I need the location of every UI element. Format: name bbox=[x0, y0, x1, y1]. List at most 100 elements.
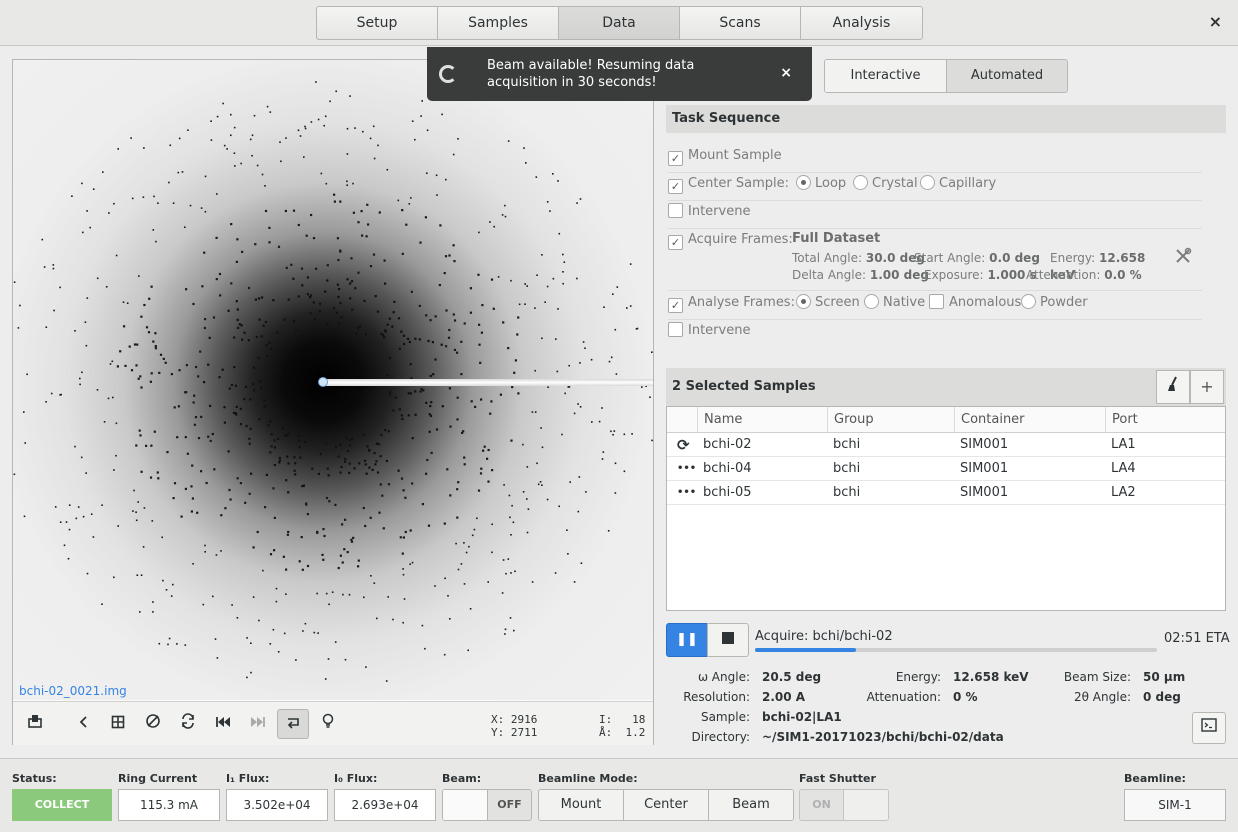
native-radio[interactable] bbox=[864, 294, 879, 309]
prev-icon[interactable] bbox=[68, 709, 100, 739]
diffraction-spot bbox=[479, 361, 482, 364]
diffraction-spot bbox=[536, 462, 538, 465]
tab-data[interactable]: Data bbox=[559, 7, 680, 39]
acquire-checkbox[interactable]: ✓ bbox=[668, 235, 683, 250]
diffraction-spot bbox=[449, 618, 451, 620]
analyse-option-screen[interactable]: Screen bbox=[796, 292, 860, 314]
center-label: Center Sample: bbox=[688, 176, 790, 191]
first-icon[interactable] bbox=[207, 709, 239, 739]
diffraction-spot bbox=[258, 418, 261, 421]
tools-icon[interactable] bbox=[1174, 247, 1192, 269]
tab-analysis[interactable]: Analysis bbox=[832, 15, 891, 31]
row-container: SIM001 bbox=[960, 437, 1009, 452]
fast-shutter-switch[interactable]: ON bbox=[799, 789, 889, 821]
intervene-2-checkbox[interactable] bbox=[668, 322, 683, 337]
mode-beam-button[interactable]: Beam bbox=[709, 790, 793, 820]
diffraction-spot bbox=[357, 559, 360, 562]
diffraction-spot bbox=[150, 285, 153, 288]
close-window-button[interactable]: × bbox=[1208, 12, 1222, 31]
table-row[interactable]: ⟳ bchi-02 bchi SIM001 LA1 bbox=[667, 433, 1225, 457]
diffraction-spot bbox=[248, 442, 251, 445]
diffraction-spot bbox=[303, 156, 305, 158]
analyse-option-powder[interactable]: Powder bbox=[1021, 292, 1088, 314]
diffraction-spot bbox=[204, 210, 207, 213]
last-icon[interactable] bbox=[242, 709, 274, 739]
diffraction-spot bbox=[546, 285, 549, 288]
add-sample-button[interactable]: + bbox=[1190, 370, 1224, 404]
diffraction-image[interactable]: bchi-02_0021.img bbox=[13, 60, 653, 700]
screen-radio[interactable] bbox=[796, 294, 811, 309]
intervene-1-checkbox[interactable] bbox=[668, 203, 683, 218]
diffraction-spot bbox=[509, 617, 512, 619]
lightbulb-icon[interactable] bbox=[312, 709, 344, 739]
tab-setup[interactable]: Setup bbox=[317, 7, 438, 39]
analyse-option-native[interactable]: Native bbox=[864, 292, 925, 314]
diffraction-spot bbox=[418, 338, 421, 341]
stop-button[interactable] bbox=[707, 623, 749, 657]
diffraction-spot bbox=[302, 484, 305, 487]
refresh-icon[interactable] bbox=[172, 709, 204, 739]
diffraction-spot bbox=[568, 386, 571, 388]
diffraction-spot bbox=[428, 430, 431, 433]
analyse-checkbox[interactable]: ✓ bbox=[668, 298, 683, 313]
col-port[interactable]: Port bbox=[1105, 407, 1225, 433]
diffraction-spot bbox=[96, 277, 99, 280]
diffraction-spot bbox=[299, 135, 302, 137]
terminal-icon[interactable] bbox=[1192, 712, 1226, 744]
mount-checkbox[interactable]: ✓ bbox=[668, 151, 683, 166]
diffraction-spot bbox=[445, 345, 448, 348]
diffraction-spot bbox=[284, 209, 287, 213]
center-option-crystal[interactable]: Crystal bbox=[853, 173, 918, 195]
table-row[interactable]: ••• bchi-04 bchi SIM001 LA4 bbox=[667, 457, 1225, 481]
diffraction-spot bbox=[312, 301, 315, 304]
analyse-option-anomalous[interactable]: Anomalous bbox=[929, 292, 1021, 314]
crystal-radio[interactable] bbox=[853, 175, 868, 190]
diffraction-spot bbox=[130, 369, 134, 372]
diffraction-spot bbox=[348, 593, 351, 596]
mode-center-button[interactable]: Center bbox=[624, 790, 709, 820]
automated-button[interactable]: Automated bbox=[946, 60, 1067, 92]
diffraction-spot bbox=[135, 519, 138, 522]
interactive-button[interactable]: Interactive bbox=[825, 60, 946, 92]
diffraction-spot bbox=[629, 305, 632, 307]
follow-icon[interactable] bbox=[277, 709, 309, 739]
clear-samples-button[interactable] bbox=[1156, 370, 1190, 404]
loop-radio[interactable] bbox=[796, 175, 811, 190]
diffraction-spot bbox=[216, 193, 218, 195]
mode-mount-button[interactable]: Mount bbox=[539, 790, 624, 820]
diffraction-spot bbox=[298, 439, 301, 442]
diffraction-spot bbox=[86, 297, 89, 299]
diffraction-spot bbox=[603, 306, 605, 308]
tab-scans[interactable]: Scans bbox=[680, 7, 801, 39]
table-row[interactable]: ••• bchi-05 bchi SIM001 LA2 bbox=[667, 481, 1225, 505]
col-container[interactable]: Container bbox=[954, 407, 1105, 433]
fast-shutter-handle[interactable] bbox=[844, 790, 888, 820]
diffraction-spot bbox=[407, 414, 410, 417]
center-option-loop[interactable]: Loop bbox=[796, 173, 846, 195]
anomalous-checkbox[interactable] bbox=[929, 294, 944, 309]
diffraction-spot bbox=[252, 546, 255, 549]
diffraction-spot bbox=[152, 229, 155, 231]
capillary-radio[interactable] bbox=[920, 175, 935, 190]
diffraction-spot bbox=[479, 472, 483, 475]
pause-button[interactable]: ❚❚ bbox=[666, 623, 708, 657]
notification-close-button[interactable]: × bbox=[780, 65, 792, 81]
center-option-capillary[interactable]: Capillary bbox=[920, 173, 996, 195]
diffraction-spot bbox=[243, 331, 246, 334]
beam-switch-handle[interactable] bbox=[443, 790, 488, 820]
powder-radio[interactable] bbox=[1021, 294, 1036, 309]
tab-samples[interactable]: Samples bbox=[438, 7, 559, 39]
diffraction-spot bbox=[287, 462, 290, 465]
col-name[interactable]: Name bbox=[697, 407, 827, 433]
diffraction-spot bbox=[324, 678, 327, 680]
center-checkbox[interactable]: ✓ bbox=[668, 179, 683, 194]
diffraction-spot bbox=[126, 302, 129, 304]
col-group[interactable]: Group bbox=[827, 407, 954, 433]
diffraction-spot bbox=[184, 436, 187, 439]
grid-icon[interactable] bbox=[102, 709, 134, 739]
beam-switch[interactable]: OFF bbox=[442, 789, 532, 821]
diffraction-spot bbox=[204, 551, 206, 553]
diffraction-spot bbox=[601, 407, 603, 409]
save-icon[interactable] bbox=[19, 709, 51, 739]
colormap-icon[interactable] bbox=[137, 709, 169, 739]
